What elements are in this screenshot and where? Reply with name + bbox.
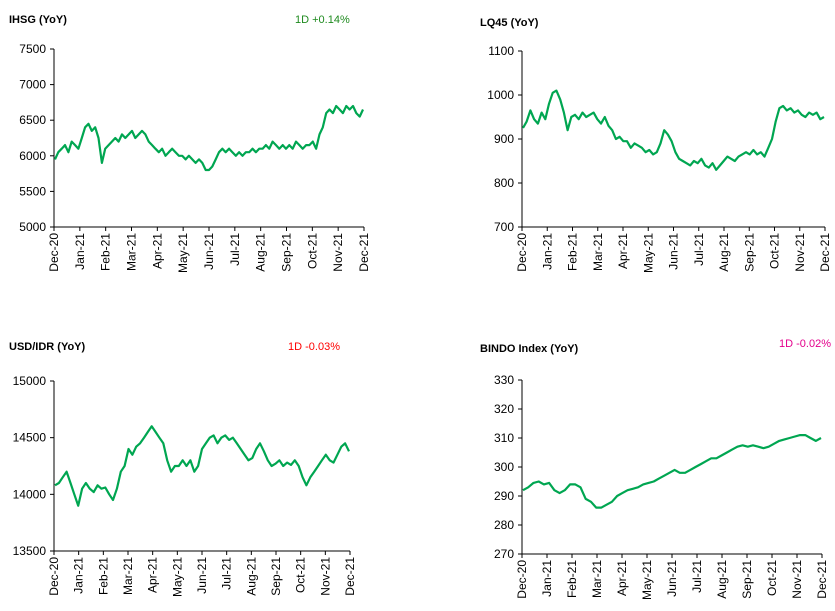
y-tick-label: 13500 — [13, 544, 47, 558]
y-tick-label: 700 — [494, 220, 514, 234]
y-tick-label: 330 — [494, 373, 514, 387]
x-tick-label: Oct-21 — [765, 560, 779, 596]
x-tick-label: Sep-21 — [269, 557, 283, 596]
series-line — [522, 433, 822, 509]
x-tick-label: Mar-21 — [125, 233, 139, 271]
chart-title: BINDO Index (YoY) — [480, 343, 579, 355]
x-tick-label: Dec-21 — [357, 233, 371, 272]
series-line — [54, 425, 350, 507]
chart-panel-ihsg: IHSG (YoY) 1D +0.14% 5000 5500 6000 6500 700… — [0, 0, 418, 300]
y-tick-label: 5500 — [19, 184, 46, 198]
x-tick-label: Nov-21 — [793, 233, 807, 272]
y-tick-label: 14000 — [13, 487, 47, 501]
daily-change-label: 1D -0.02% — [779, 338, 831, 350]
x-tick-label: Apr-21 — [146, 557, 160, 593]
chart-panel-lq45: LQ45 (YoY) 700 800 900 1000 1100 Dec-20 Jan-21… — [418, 0, 835, 300]
line-chart-usdidr: 13500 14000 14500 15000 Dec-20 Jan-21 Feb-21 Ma… — [13, 374, 357, 597]
x-tick-label: Oct-21 — [294, 557, 308, 593]
x-tick-label: Jul-21 — [692, 233, 706, 266]
x-tick-label: Sep-21 — [740, 560, 754, 599]
x-tick-label: Feb-21 — [96, 557, 110, 595]
x-tick-label: Dec-21 — [343, 557, 357, 596]
y-tick-label: 900 — [494, 132, 514, 146]
x-tick-label: Aug-21 — [244, 557, 258, 596]
x-tick-label: Feb-21 — [566, 233, 580, 271]
chart-title: IHSG (YoY) — [9, 14, 67, 26]
y-tick-label: 290 — [494, 489, 514, 503]
x-tick-label: Jun-21 — [665, 560, 679, 597]
x-tick-label: Apr-21 — [616, 233, 630, 269]
y-tick-label: 1000 — [487, 88, 514, 102]
line-chart-ihsg: 5000 5500 6000 6500 7000 7500 Dec-20 Jan-21 Feb-… — [19, 42, 371, 273]
x-tick-label: Apr-21 — [615, 560, 629, 596]
x-tick-label: May-21 — [640, 560, 654, 600]
chart-title: LQ45 (YoY) — [480, 17, 539, 29]
x-tick-label: Jan-21 — [72, 557, 86, 594]
x-tick-label: Aug-21 — [715, 560, 729, 599]
x-tick-label: Mar-21 — [591, 233, 605, 271]
x-tick-label: Aug-21 — [717, 233, 731, 272]
y-tick-label: 280 — [494, 518, 514, 532]
chart-panel-bindo: BINDO Index (YoY) 1D -0.02% 270 280 290 300… — [418, 311, 835, 611]
x-tick-label: Jul-21 — [220, 557, 234, 590]
y-tick-label: 270 — [494, 547, 514, 561]
line-chart-lq45: 700 800 900 1000 1100 Dec-20 Jan-21 Feb-21 Mar-2… — [487, 44, 832, 273]
x-tick-label: Sep-21 — [742, 233, 756, 272]
x-tick-label: Oct-21 — [768, 233, 782, 269]
x-tick-label: Jan-21 — [73, 233, 87, 270]
x-tick-label: Jul-21 — [228, 233, 242, 266]
y-tick-label: 1100 — [488, 44, 514, 58]
x-tick-label: Oct-21 — [305, 233, 319, 269]
y-tick-label: 6500 — [19, 113, 46, 127]
x-tick-label: May-21 — [170, 557, 184, 597]
y-tick-label: 7000 — [19, 78, 46, 92]
y-tick-label: 800 — [494, 176, 514, 190]
series-line — [54, 104, 364, 172]
x-tick-label: Dec-21 — [818, 233, 832, 272]
x-tick-label: Jun-21 — [195, 557, 209, 594]
y-tick-label: 7500 — [19, 42, 46, 56]
x-tick-label: Mar-21 — [590, 560, 604, 598]
y-tick-label: 310 — [494, 431, 514, 445]
y-tick-label: 15000 — [13, 374, 47, 388]
x-tick-label: Dec-20 — [515, 560, 529, 599]
x-tick-label: Jan-21 — [540, 233, 554, 270]
x-tick-label: Jan-21 — [540, 560, 554, 597]
series-line — [522, 89, 825, 171]
x-tick-label: Dec-21 — [815, 560, 829, 599]
x-tick-label: Dec-20 — [47, 233, 61, 272]
x-tick-label: Jun-21 — [667, 233, 681, 270]
x-tick-label: Apr-21 — [150, 233, 164, 269]
chart-panel-usdidr: USD/IDR (YoY) 1D -0.03% 13500 14000 14500 1… — [0, 311, 418, 611]
chart-title: USD/IDR (YoY) — [9, 341, 86, 353]
x-tick-label: Sep-21 — [280, 233, 294, 272]
line-chart-bindo: 270 280 290 300 310 320 330 Dec-20 Jan-21 Feb-21 M… — [494, 373, 829, 600]
x-tick-label: Nov-21 — [790, 560, 804, 599]
y-tick-label: 320 — [494, 402, 514, 416]
x-tick-label: Nov-21 — [318, 557, 332, 596]
x-tick-label: Dec-20 — [47, 557, 61, 596]
daily-change-label: 1D +0.14% — [295, 14, 350, 26]
daily-change-label: 1D -0.03% — [288, 341, 340, 353]
y-tick-label: 14500 — [13, 431, 47, 445]
x-tick-label: Nov-21 — [331, 233, 345, 272]
x-tick-label: May-21 — [641, 233, 655, 273]
x-tick-label: Jul-21 — [690, 560, 704, 593]
x-tick-label: Aug-21 — [254, 233, 268, 272]
x-tick-label: Mar-21 — [121, 557, 135, 595]
y-tick-label: 6000 — [19, 149, 46, 163]
y-tick-label: 5000 — [19, 220, 46, 234]
x-tick-label: Jun-21 — [202, 233, 216, 270]
x-tick-label: Feb-21 — [99, 233, 113, 271]
x-tick-label: Dec-20 — [515, 233, 529, 272]
x-tick-label: Feb-21 — [565, 560, 579, 598]
x-tick-label: May-21 — [176, 233, 190, 273]
y-tick-label: 300 — [494, 460, 514, 474]
